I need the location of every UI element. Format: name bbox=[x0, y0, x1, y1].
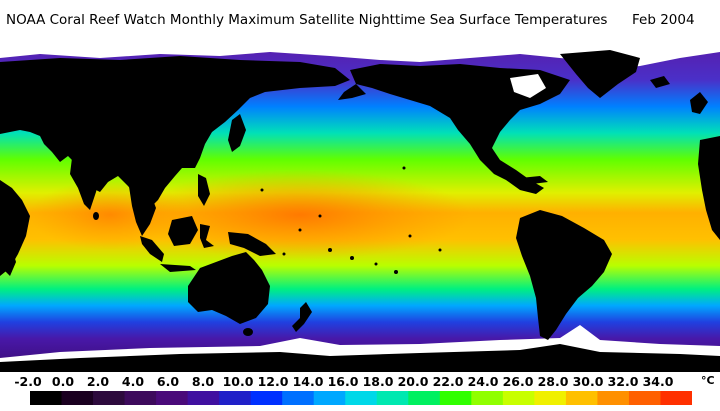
colorbar-swatch bbox=[250, 391, 283, 405]
west-africa-coast bbox=[698, 136, 720, 240]
colorbar-tick-label: 12.0 bbox=[257, 374, 289, 389]
colorbar-tick-label: -2.0 bbox=[14, 374, 42, 389]
colorbar-tick-label: 2.0 bbox=[86, 374, 110, 389]
colorbar-tick-label: 32.0 bbox=[607, 374, 639, 389]
colorbar-swatch bbox=[534, 391, 567, 405]
indochina bbox=[128, 180, 156, 236]
colorbar-tick-label: 22.0 bbox=[432, 374, 464, 389]
colorbar-unit: °C bbox=[701, 374, 715, 387]
map-date: Feb 2004 bbox=[632, 12, 695, 28]
map-title-bar: NOAA Coral Reef Watch Monthly Maximum Sa… bbox=[0, 12, 720, 32]
sri-lanka bbox=[93, 212, 99, 220]
colorbar-swatch bbox=[565, 391, 598, 405]
greenland bbox=[560, 50, 640, 98]
hudson-bay-ice bbox=[510, 74, 546, 98]
sulawesi bbox=[200, 224, 214, 248]
antarctica-land bbox=[0, 344, 720, 372]
alaska-peninsula bbox=[338, 84, 366, 100]
pacific-islands bbox=[260, 166, 442, 274]
colorbar-tick-label: 6.0 bbox=[156, 374, 180, 389]
arctic-ice bbox=[0, 40, 720, 70]
colorbar-tick-labels: -2.0 0.0 2.0 4.0 6.0 8.0 10.0 12.0 14.0 16.0 18.0 2… bbox=[0, 374, 720, 390]
sst-world-map bbox=[0, 40, 720, 372]
colorbar-swatch bbox=[439, 391, 472, 405]
colorbar-swatch bbox=[597, 391, 630, 405]
japan bbox=[228, 114, 246, 152]
colorbar-tick-label: 20.0 bbox=[397, 374, 429, 389]
colorbar-swatch bbox=[30, 391, 63, 405]
colorbar-tick-label: 8.0 bbox=[191, 374, 215, 389]
caribbean-islands bbox=[520, 176, 548, 184]
colorbar-swatch bbox=[628, 391, 661, 405]
south-america bbox=[516, 210, 612, 340]
australia bbox=[188, 252, 270, 324]
colorbar-swatch bbox=[156, 391, 189, 405]
colorbar-tick-label: 18.0 bbox=[362, 374, 394, 389]
colorbar-swatch bbox=[187, 391, 220, 405]
tasmania bbox=[243, 328, 253, 336]
colorbar-tick-label: 14.0 bbox=[292, 374, 324, 389]
north-america bbox=[350, 64, 570, 194]
borneo bbox=[168, 216, 198, 246]
colorbar-tick-label: 26.0 bbox=[502, 374, 534, 389]
philippines bbox=[198, 174, 210, 206]
indian-ocean-warm-area bbox=[30, 180, 190, 250]
madagascar bbox=[4, 248, 16, 276]
colorbar-swatch bbox=[93, 391, 126, 405]
colorbar-swatch bbox=[61, 391, 94, 405]
colorbar-tick-label: 34.0 bbox=[642, 374, 674, 389]
colorbar-swatch bbox=[345, 391, 378, 405]
colorbar-swatch bbox=[282, 391, 315, 405]
colorbar-swatch bbox=[376, 391, 409, 405]
colorbar-tick-label: 4.0 bbox=[121, 374, 145, 389]
colorbar-swatch bbox=[219, 391, 252, 405]
temperature-colorbar bbox=[30, 391, 692, 405]
colorbar-swatch bbox=[502, 391, 535, 405]
british-isles bbox=[690, 92, 708, 114]
colorbar-swatch bbox=[471, 391, 504, 405]
india bbox=[70, 158, 100, 210]
indo-pacific-warm-pool bbox=[130, 170, 470, 260]
colorbar-tick-label: 10.0 bbox=[222, 374, 254, 389]
colorbar-swatch bbox=[313, 391, 346, 405]
colorbar-tick-label: 0.0 bbox=[51, 374, 75, 389]
iceland bbox=[650, 76, 670, 88]
colorbar-swatch bbox=[408, 391, 441, 405]
colorbar-swatch bbox=[124, 391, 157, 405]
colorbar-tick-label: 24.0 bbox=[467, 374, 499, 389]
new-zealand bbox=[292, 302, 312, 332]
east-africa-landmass bbox=[0, 180, 30, 276]
map-title: NOAA Coral Reef Watch Monthly Maximum Sa… bbox=[6, 12, 608, 28]
colorbar-tick-label: 28.0 bbox=[537, 374, 569, 389]
colorbar-tick-label: 30.0 bbox=[572, 374, 604, 389]
colorbar-swatch bbox=[660, 391, 692, 405]
java bbox=[160, 264, 196, 272]
colorbar-tick-label: 16.0 bbox=[327, 374, 359, 389]
new-guinea bbox=[228, 232, 276, 256]
sumatra bbox=[140, 236, 164, 262]
